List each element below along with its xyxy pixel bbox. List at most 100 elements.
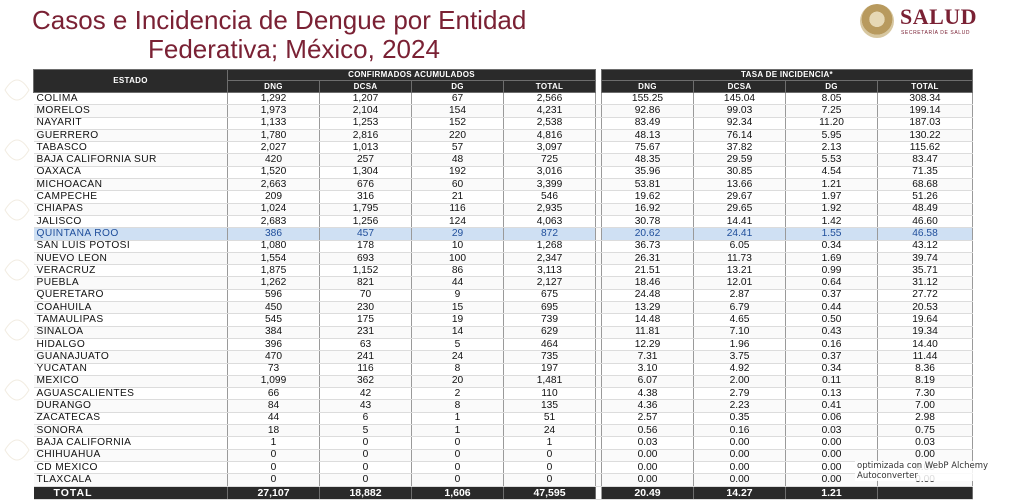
total-cell (877, 486, 973, 500)
table-row: TAMAULIPAS 545 175 19 739 14.48 4.65 0.50 19.64 (33, 313, 973, 327)
tasa-cell: 48.35 (601, 153, 694, 167)
table-row: DURANGO 84 43 8 135 4.36 2.23 0.41 7.00 (33, 399, 973, 413)
confirmados-cell: 4,816 (503, 129, 596, 143)
tasa-cell: 5.53 (785, 153, 878, 167)
state-name: VERACRUZ (33, 264, 228, 278)
tasa-cell: 8.36 (877, 363, 973, 376)
confirmados-cell: 2,566 (503, 92, 596, 106)
confirmados-cell: 230 (319, 301, 412, 315)
tasa-cell: 0.00 (785, 449, 878, 462)
table-row: OAXACA 1,520 1,304 192 3,016 35.96 30.85 4.54 71… (33, 166, 973, 180)
state-name: YUCATÁN (33, 363, 228, 376)
state-name: ZACATECAS (33, 412, 228, 426)
confirmados-cell: 2,347 (503, 252, 596, 266)
tasa-cell: 0.37 (785, 350, 878, 364)
tasa-cell: 71.35 (877, 166, 973, 180)
tasa-cell: 76.14 (693, 129, 786, 143)
tasa-cell: 1.69 (785, 252, 878, 266)
confirmados-cell: 693 (319, 252, 412, 266)
confirmados-cell: 9 (411, 289, 504, 303)
table-row: GUANAJUATO 470 241 24 735 7.31 3.75 0.37 11.44 (33, 350, 973, 364)
table-row: TABASCO 2,027 1,013 57 3,097 75.67 37.82 2.13 11… (33, 141, 973, 155)
table-row: ZACATECAS 44 6 1 51 2.57 0.35 0.06 2.98 (33, 412, 973, 426)
tasa-cell: 13.66 (693, 178, 786, 192)
confirmados-cell: 24 (411, 350, 504, 364)
tasa-cell: 53.81 (601, 178, 694, 192)
table-row: MICHOACÁN 2,663 676 60 3,399 53.81 13.66 1.21 68… (33, 178, 973, 192)
total-row: TOTAL 27,107 18,882 1,606 47,595 20.49 1… (33, 486, 973, 500)
col-header: TOTAL (877, 80, 973, 93)
confirmados-cell: 2,935 (503, 203, 596, 216)
state-name: SINALOA (33, 326, 228, 339)
confirmados-cell: 15 (411, 301, 504, 315)
tasa-cell: 0.35 (693, 412, 786, 426)
tasa-cell: 48.13 (601, 129, 694, 143)
tasa-cell: 4.54 (785, 166, 878, 180)
state-name: NUEVO LEÓN (33, 252, 228, 266)
state-name: QUERÉTARO (33, 289, 228, 303)
tasa-cell: 0.13 (785, 387, 878, 401)
tasa-cell: 7.10 (693, 326, 786, 339)
tasa-cell: 11.73 (693, 252, 786, 266)
confirmados-cell: 386 (227, 227, 320, 241)
state-name: GUANAJUATO (33, 350, 228, 364)
tasa-cell: 29.59 (693, 153, 786, 167)
confirmados-cell: 1,520 (227, 166, 320, 180)
tasa-cell: 0.99 (785, 264, 878, 278)
tasa-cell: 19.64 (877, 313, 973, 327)
tasa-cell: 7.25 (785, 104, 878, 118)
tasa-cell: 29.65 (693, 203, 786, 216)
confirmados-cell: 73 (227, 363, 320, 376)
tasa-cell: 20.62 (601, 227, 694, 241)
confirmados-cell: 3,113 (503, 264, 596, 278)
state-name: CAMPECHE (33, 190, 228, 204)
table-row: NUEVO LEÓN 1,554 693 100 2,347 26.31 11.73 1.69… (33, 252, 973, 266)
tasa-cell: 2.79 (693, 387, 786, 401)
confirmados-cell: 1,133 (227, 117, 320, 130)
tasa-cell: 12.29 (601, 338, 694, 352)
tasa-cell: 92.34 (693, 117, 786, 130)
confirmados-cell: 3,097 (503, 141, 596, 155)
confirmados-cell: 464 (503, 338, 596, 352)
table-row: CAMPECHE 209 316 21 546 19.62 29.67 1.97 51.26 (33, 190, 973, 204)
confirmados-cell: 1,780 (227, 129, 320, 143)
state-name: PUEBLA (33, 276, 228, 290)
confirmados-cell: 1,481 (503, 375, 596, 389)
tasa-cell: 115.62 (877, 141, 973, 155)
confirmados-cell: 396 (227, 338, 320, 352)
tasa-cell: 0.11 (785, 375, 878, 389)
confirmados-cell: 178 (319, 240, 412, 253)
tasa-cell: 31.12 (877, 276, 973, 290)
tasa-cell: 35.96 (601, 166, 694, 180)
state-name: MÉXICO (33, 375, 228, 389)
tasa-cell: 7.00 (877, 399, 973, 413)
confirmados-cell: 67 (411, 92, 504, 106)
tasa-cell: 27.72 (877, 289, 973, 303)
confirmados-cell: 362 (319, 375, 412, 389)
tasa-cell: 46.60 (877, 215, 973, 229)
tasa-cell: 20.53 (877, 301, 973, 315)
tasa-cell: 2.98 (877, 412, 973, 426)
confirmados-cell: 1 (503, 436, 596, 450)
tasa-cell: 187.03 (877, 117, 973, 130)
col-header: DCSA (319, 80, 412, 93)
total-label: TOTAL (33, 486, 228, 500)
tasa-cell: 0.00 (693, 436, 786, 450)
tasa-cell: 3.10 (601, 363, 694, 376)
salud-logo: SALUD SECRETARÍA DE SALUD (860, 4, 1000, 44)
tasa-cell: 2.23 (693, 399, 786, 413)
confirmados-cell: 0 (503, 461, 596, 475)
tasa-cell: 11.44 (877, 350, 973, 364)
tasa-cell: 39.74 (877, 252, 973, 266)
confirmados-cell: 1,013 (319, 141, 412, 155)
tasa-cell: 83.49 (601, 117, 694, 130)
tasa-cell: 19.62 (601, 190, 694, 204)
confirmados-cell: 0 (227, 449, 320, 462)
tasa-cell: 3.75 (693, 350, 786, 364)
confirmados-cell: 48 (411, 153, 504, 167)
confirmados-cell: 44 (227, 412, 320, 426)
total-cell: 20.49 (601, 486, 694, 500)
state-name: CHIAPAS (33, 203, 228, 216)
tasa-cell: 6.07 (601, 375, 694, 389)
state-name: TABASCO (33, 141, 228, 155)
